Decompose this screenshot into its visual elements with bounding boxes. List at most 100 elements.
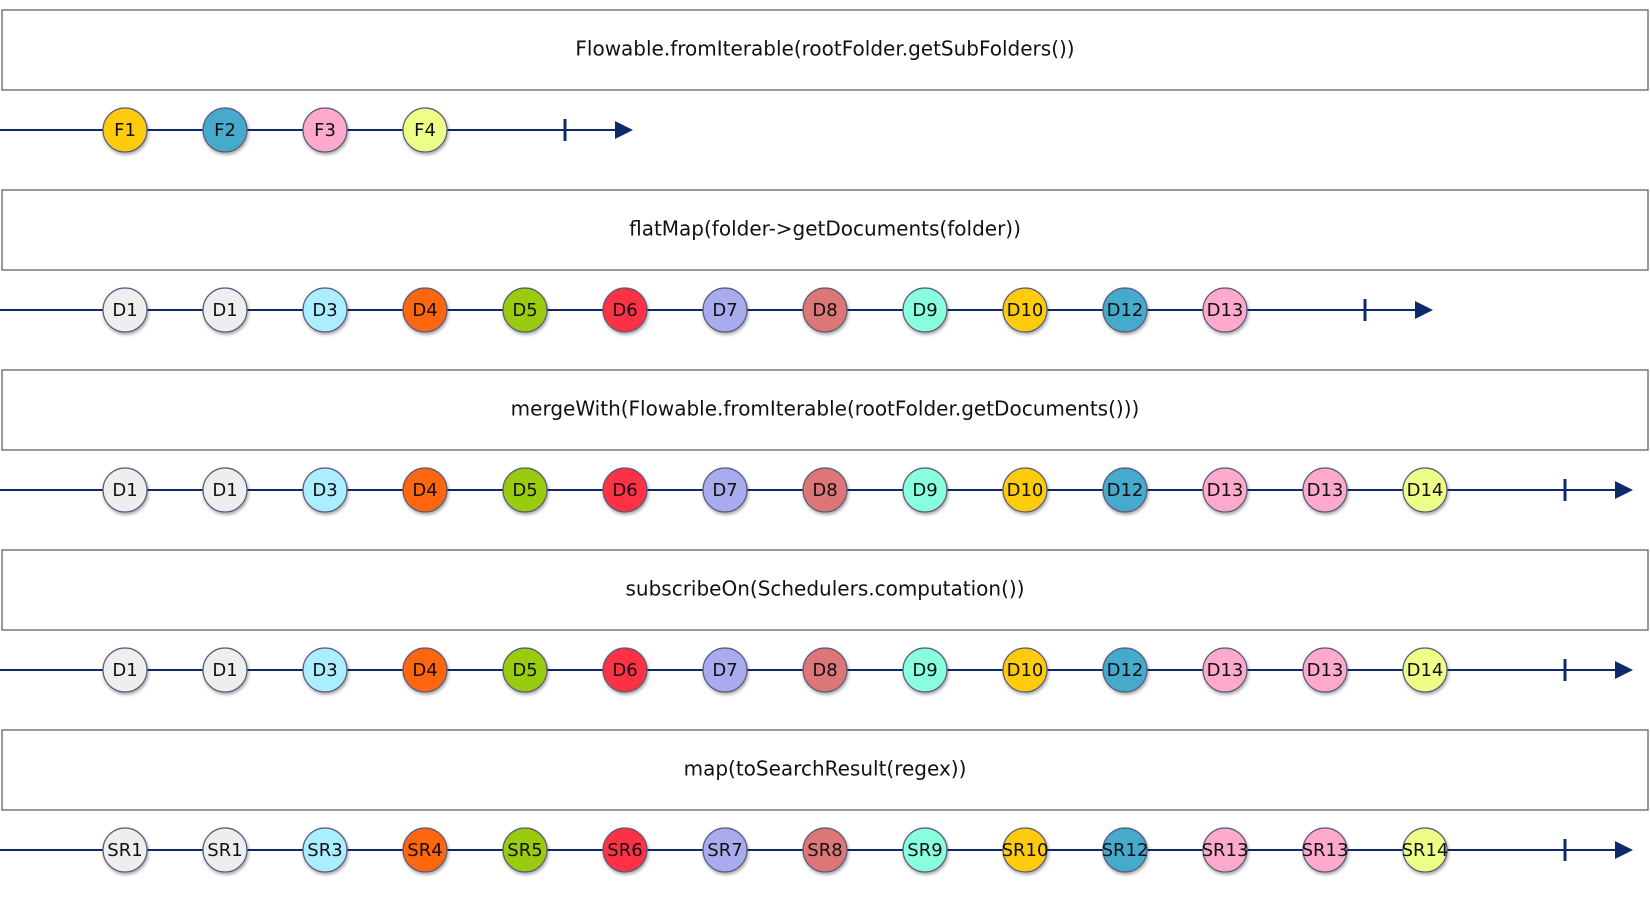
marble-circle xyxy=(1002,827,1048,873)
marble-label: D1 xyxy=(112,660,137,681)
marble: D7 xyxy=(702,647,748,693)
marble: D3 xyxy=(302,287,348,333)
marble: D4 xyxy=(402,287,448,333)
timeline-arrow-icon xyxy=(1615,661,1633,679)
marble: D8 xyxy=(802,647,848,693)
marble-circle xyxy=(802,467,848,513)
marble: D4 xyxy=(402,647,448,693)
marble-circle xyxy=(402,107,448,153)
marble: SR13 xyxy=(1202,827,1249,873)
marble-label: D1 xyxy=(212,300,237,321)
marble: D10 xyxy=(1002,287,1048,333)
marble-circle xyxy=(602,647,648,693)
marble-circle xyxy=(1402,467,1448,513)
marble-label: D1 xyxy=(212,480,237,501)
marble-label: SR3 xyxy=(307,840,342,861)
marble-label: D14 xyxy=(1407,660,1444,681)
marble-label: D5 xyxy=(512,300,537,321)
marble: SR7 xyxy=(702,827,748,873)
marble: D1 xyxy=(102,467,148,513)
marble-circle xyxy=(202,827,248,873)
marble: D8 xyxy=(802,467,848,513)
marble-label: D7 xyxy=(712,480,737,501)
marble: D5 xyxy=(502,467,548,513)
marble-circle xyxy=(502,467,548,513)
marble-label: D6 xyxy=(612,300,637,321)
marble-label: SR7 xyxy=(707,840,742,861)
operator-label: map(toSearchResult(regex)) xyxy=(684,757,967,781)
stage: map(toSearchResult(regex)) SR1 SR1 SR3 SR4 SR… xyxy=(0,729,1649,873)
marble-label: SR4 xyxy=(407,840,442,861)
operator-box xyxy=(1,729,1649,811)
marble: D1 xyxy=(102,287,148,333)
operator-box xyxy=(1,9,1649,91)
marble-circle xyxy=(602,287,648,333)
marble: D1 xyxy=(202,467,248,513)
operator-box xyxy=(1,369,1649,451)
marble-label: SR12 xyxy=(1102,840,1149,861)
marble-label: D9 xyxy=(912,660,937,681)
marble-circle xyxy=(1302,467,1348,513)
marble: F4 xyxy=(402,107,448,153)
marble-circle xyxy=(802,827,848,873)
marble-label: D6 xyxy=(612,660,637,681)
marble: D14 xyxy=(1402,647,1448,693)
marble-circle xyxy=(602,827,648,873)
marble: D12 xyxy=(1102,647,1148,693)
marble-label: D1 xyxy=(212,660,237,681)
stage: flatMap(folder->getDocuments(folder)) D1 D… xyxy=(0,189,1649,333)
marble-circle xyxy=(1202,647,1248,693)
marble-label: D9 xyxy=(912,300,937,321)
marble: D9 xyxy=(902,647,948,693)
stage: Flowable.fromIterable(rootFolder.getSubF… xyxy=(0,9,1649,153)
marble-label: D13 xyxy=(1307,480,1344,501)
marble: D1 xyxy=(102,647,148,693)
marble: F2 xyxy=(202,107,248,153)
marble-circle xyxy=(102,827,148,873)
marble-circle xyxy=(1102,827,1148,873)
marble: SR3 xyxy=(302,827,348,873)
marble-label: SR10 xyxy=(1002,840,1049,861)
marble-circle xyxy=(702,647,748,693)
marble-label: D5 xyxy=(512,660,537,681)
marble: D7 xyxy=(702,467,748,513)
operator-label: mergeWith(Flowable.fromIterable(rootFold… xyxy=(511,397,1140,421)
marble: D6 xyxy=(602,467,648,513)
marble-circle xyxy=(1102,287,1148,333)
marble-label: D12 xyxy=(1107,660,1144,681)
marble-circle xyxy=(1202,827,1248,873)
marble-circle xyxy=(202,647,248,693)
marble-circle xyxy=(902,647,948,693)
marble: D13 xyxy=(1202,647,1248,693)
marble-circle xyxy=(1302,827,1348,873)
marble-label: D9 xyxy=(912,480,937,501)
operator-label: Flowable.fromIterable(rootFolder.getSubF… xyxy=(575,37,1074,61)
operator-box xyxy=(1,549,1649,631)
marble-circle xyxy=(102,287,148,333)
marble: SR12 xyxy=(1102,827,1149,873)
marble-circle xyxy=(502,827,548,873)
marble-label: SR8 xyxy=(807,840,842,861)
marble-circle xyxy=(902,827,948,873)
marble-label: D4 xyxy=(412,660,437,681)
marble-label: SR13 xyxy=(1302,840,1349,861)
marble-circle xyxy=(102,647,148,693)
marble-circle xyxy=(502,647,548,693)
marble: SR10 xyxy=(1002,827,1049,873)
marble-circle xyxy=(502,287,548,333)
marble-circle xyxy=(302,287,348,333)
marble-label: D12 xyxy=(1107,300,1144,321)
marble-label: D12 xyxy=(1107,480,1144,501)
marble-label: SR13 xyxy=(1202,840,1249,861)
marble: SR8 xyxy=(802,827,848,873)
marble: D10 xyxy=(1002,467,1048,513)
marble-label: D14 xyxy=(1407,480,1444,501)
marble-circle xyxy=(302,827,348,873)
marble-circle xyxy=(1102,467,1148,513)
marble-label: SR9 xyxy=(907,840,942,861)
marble: D14 xyxy=(1402,467,1448,513)
marble-circle xyxy=(1302,647,1348,693)
marble: D7 xyxy=(702,287,748,333)
marble-circle xyxy=(202,467,248,513)
marble-circle xyxy=(1402,827,1448,873)
